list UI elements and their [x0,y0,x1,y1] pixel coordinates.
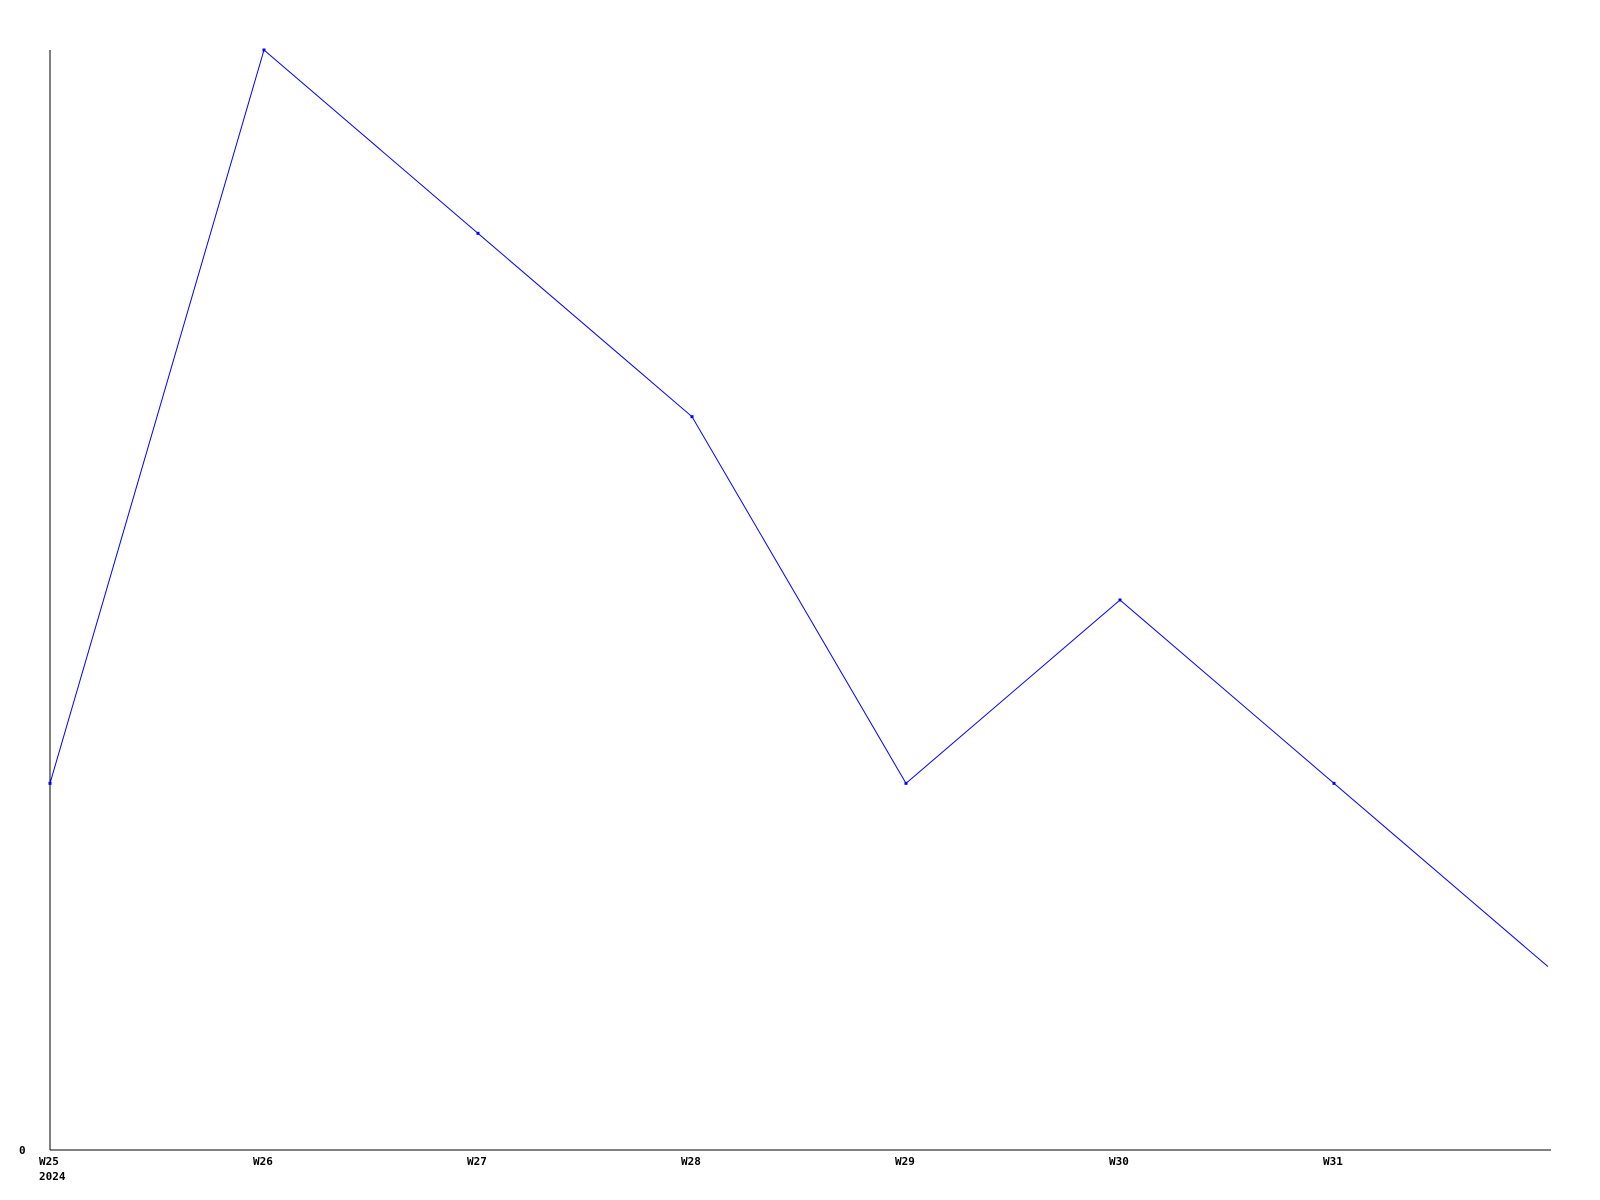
data-point-W26 [262,48,266,52]
x-tick-label: W31 [1323,1155,1343,1168]
data-point-W25 [48,781,52,785]
x-tick-label: W28 [681,1155,701,1168]
x-tick-label: W27 [467,1155,487,1168]
data-point-W27 [476,231,480,235]
series-line [49,49,1549,968]
data-point-W29 [904,781,908,785]
x-tick-label: W29 [895,1155,915,1168]
y-tick-label: 0 [19,1144,26,1157]
x-tick-label: W25 [39,1155,59,1168]
x-year-label: 2024 [39,1170,66,1183]
x-tick-label: W30 [1109,1155,1129,1168]
data-point-W28 [690,415,694,419]
data-point-W31 [1332,781,1336,785]
data-point-W30 [1118,598,1122,602]
x-tick-label: W26 [253,1155,273,1168]
